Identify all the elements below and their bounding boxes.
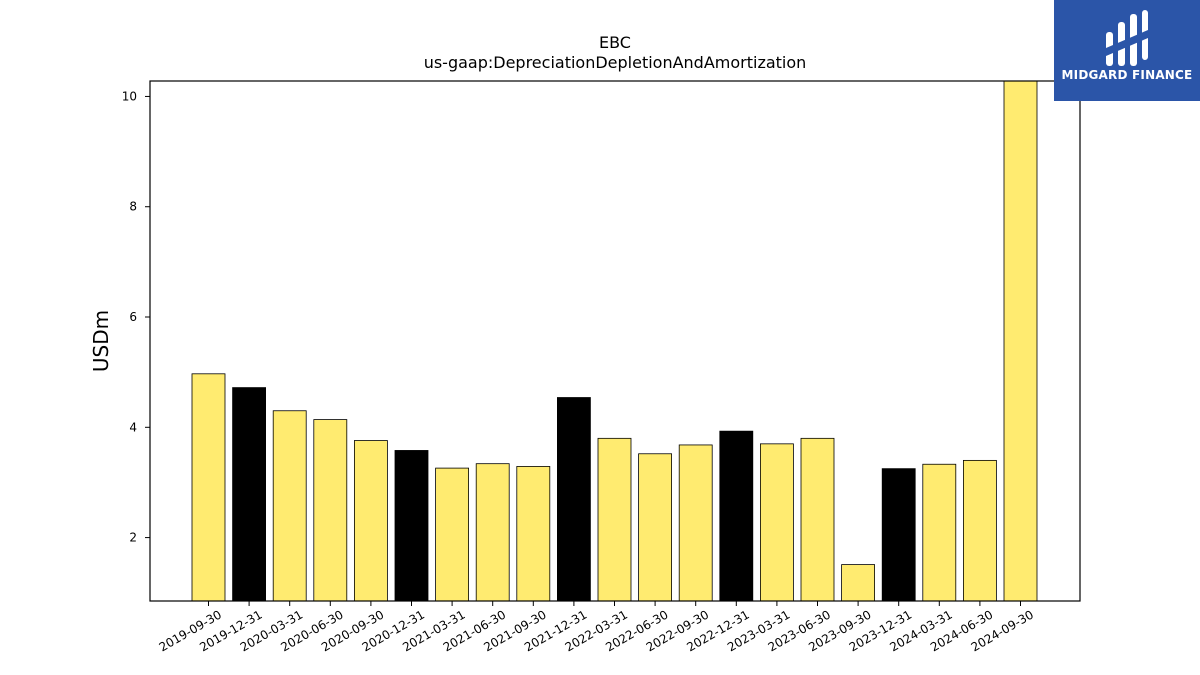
bar-2021-09-30 xyxy=(516,466,551,602)
bar-2021-12-31 xyxy=(557,397,591,602)
logo-text: MIDGARD FINANCE xyxy=(1061,68,1193,82)
bar-2024-03-31 xyxy=(922,463,957,602)
midgard-logo-icon xyxy=(1106,10,1148,66)
bar-2022-12-31 xyxy=(719,430,754,602)
company-logo: MIDGARD FINANCE xyxy=(1054,0,1200,101)
bar-2020-03-31 xyxy=(272,410,307,602)
bar-2023-06-30 xyxy=(800,437,835,602)
y-tick-label: 6 xyxy=(129,310,137,324)
x-axis-ticks: 2019-09-302019-12-312020-03-312020-06-30… xyxy=(157,601,1036,654)
bars xyxy=(191,80,1038,602)
y-tick-label: 2 xyxy=(129,531,137,545)
y-axis-ticks: 2 4 6 8 10 xyxy=(122,89,150,545)
bar-2019-12-31 xyxy=(232,387,267,602)
bar-2023-09-30 xyxy=(841,564,875,602)
y-tick-label: 10 xyxy=(122,89,137,103)
bar-2022-06-30 xyxy=(638,453,672,602)
bar-2020-09-30 xyxy=(353,440,388,602)
bar-2022-03-31 xyxy=(597,437,632,602)
bar-2022-09-30 xyxy=(678,444,713,602)
bar-2020-12-31 xyxy=(394,450,429,602)
y-axis-label: USDm xyxy=(89,310,113,372)
bar-2023-12-31 xyxy=(881,468,916,602)
bar-2024-09-30 xyxy=(1003,80,1038,602)
y-tick-label: 8 xyxy=(129,200,137,214)
bar-2024-06-30 xyxy=(963,459,997,602)
bar-2021-06-30 xyxy=(475,463,510,602)
chart-title: EBC xyxy=(599,33,631,52)
bar-2023-03-31 xyxy=(760,443,794,602)
bar-2021-03-31 xyxy=(435,467,470,602)
bar-2020-06-30 xyxy=(313,419,348,602)
chart-subtitle: us-gaap:DepreciationDepletionAndAmortiza… xyxy=(424,53,807,72)
bar-2019-09-30 xyxy=(191,373,226,602)
y-tick-label: 4 xyxy=(129,420,137,434)
plot-frame xyxy=(149,80,1081,602)
